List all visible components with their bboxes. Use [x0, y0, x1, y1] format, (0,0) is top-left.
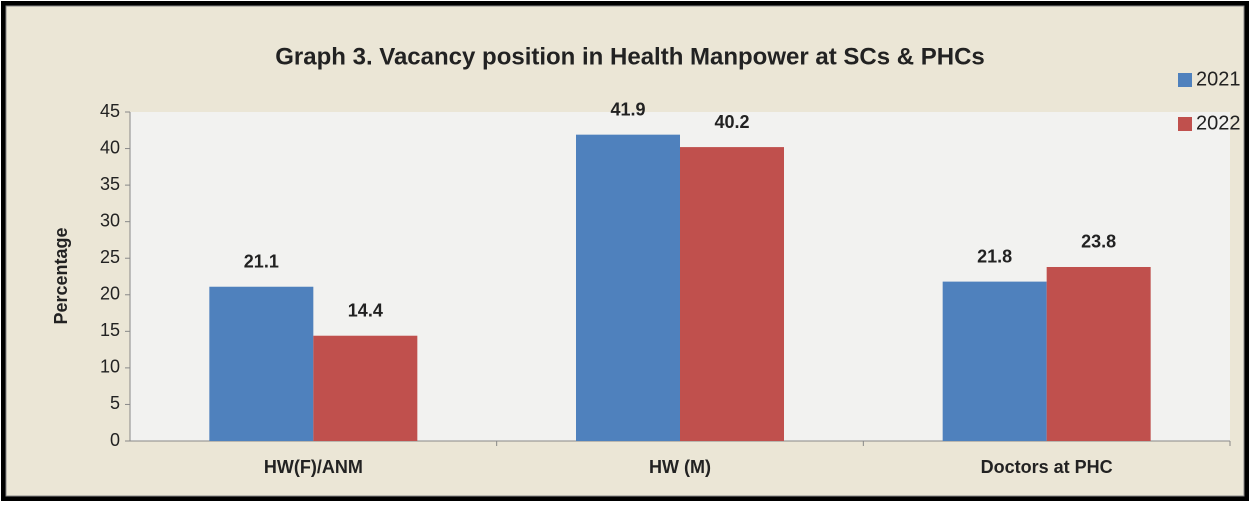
y-tick-label: 45 — [100, 101, 120, 121]
y-tick-label: 35 — [100, 174, 120, 194]
bar — [576, 134, 680, 442]
legend-label: 2022 — [1196, 112, 1241, 134]
legend-label: 2021 — [1196, 68, 1241, 90]
data-label: 21.1 — [244, 251, 279, 271]
x-tick-label: HW (M) — [649, 457, 711, 477]
bar — [313, 335, 418, 441]
y-tick-label: 15 — [100, 320, 120, 340]
data-label: 14.4 — [348, 300, 383, 320]
bar — [680, 147, 784, 442]
legend-swatch — [1178, 73, 1192, 87]
y-tick-label: 10 — [100, 357, 120, 377]
y-axis-label: Percentage — [51, 227, 71, 324]
legend-swatch — [1178, 117, 1192, 131]
y-tick-label: 5 — [110, 393, 120, 413]
y-tick-label: 25 — [100, 247, 120, 267]
y-tick-label: 20 — [100, 284, 120, 304]
x-tick-label: Doctors at PHC — [981, 457, 1113, 477]
data-label: 23.8 — [1081, 232, 1116, 252]
y-tick-label: 40 — [100, 137, 120, 157]
bar — [209, 286, 314, 441]
x-tick-label: HW(F)/ANM — [264, 457, 363, 477]
data-label: 21.8 — [977, 246, 1012, 266]
chart-title: Graph 3. Vacancy position in Health Manp… — [275, 43, 985, 70]
y-tick-label: 30 — [100, 210, 120, 230]
bar — [1046, 266, 1151, 441]
y-tick-label: 0 — [110, 430, 120, 450]
data-label: 40.2 — [714, 112, 749, 132]
bar — [942, 281, 1047, 441]
data-label: 41.9 — [610, 99, 645, 119]
